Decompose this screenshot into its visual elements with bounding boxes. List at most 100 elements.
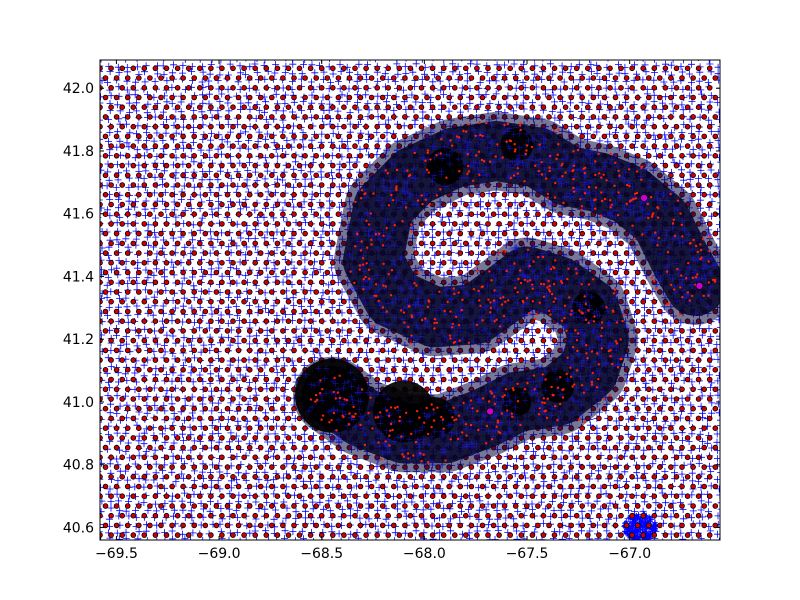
grid-point xyxy=(529,104,536,110)
cloud-point xyxy=(375,294,378,298)
grid-point xyxy=(679,366,685,373)
cloud-point xyxy=(591,371,594,375)
cloud-point xyxy=(403,321,406,324)
cloud-point xyxy=(583,420,586,424)
cloud-point xyxy=(475,323,479,326)
grid-point xyxy=(268,172,275,179)
grid-point xyxy=(651,376,658,383)
grid-point xyxy=(202,425,209,432)
cloud-point xyxy=(632,197,636,201)
cloud-point xyxy=(544,378,547,381)
grid-point xyxy=(302,308,308,315)
grid-point xyxy=(640,473,646,480)
grid-point xyxy=(313,153,320,159)
cloud-point xyxy=(676,199,680,202)
grid-point xyxy=(379,94,386,101)
grid-point xyxy=(557,503,563,509)
grid-point xyxy=(612,425,619,432)
grid-point xyxy=(313,133,320,140)
grid-point xyxy=(169,133,175,140)
grid-point xyxy=(352,337,358,344)
grid-point xyxy=(407,512,414,519)
cloud-point xyxy=(613,288,617,291)
grid-point xyxy=(346,75,353,81)
grid-point xyxy=(141,357,148,363)
grid-point xyxy=(280,75,286,81)
grid-point xyxy=(418,65,425,72)
grid-point xyxy=(219,182,225,188)
grid-point xyxy=(119,123,125,130)
grid-point xyxy=(313,347,320,354)
grid-point xyxy=(318,298,325,305)
y-tick-label: 42.0 xyxy=(63,81,94,97)
grid-point xyxy=(291,75,297,81)
grid-point xyxy=(169,405,175,412)
grid-point xyxy=(263,532,270,538)
cloud-point xyxy=(499,297,502,300)
grid-point xyxy=(241,396,247,402)
cloud-point xyxy=(387,273,390,276)
grid-point xyxy=(185,279,192,286)
grid-point xyxy=(418,473,425,480)
grid-point xyxy=(263,337,270,344)
grid-point xyxy=(474,473,480,480)
grid-point xyxy=(446,522,453,529)
grid-point xyxy=(102,289,109,295)
grid-point xyxy=(634,405,641,412)
cloud-point xyxy=(472,179,475,182)
grid-point xyxy=(318,123,325,130)
grid-point xyxy=(601,133,608,140)
grid-point xyxy=(285,435,292,441)
grid-point xyxy=(136,230,142,237)
grid-point xyxy=(147,425,153,432)
grid-point xyxy=(246,133,253,140)
cloud-point xyxy=(388,444,391,447)
cloud-point xyxy=(688,299,691,302)
grid-point xyxy=(313,289,320,295)
grid-point xyxy=(108,396,114,402)
grid-point xyxy=(202,347,209,354)
grid-point xyxy=(274,415,281,422)
grid-point xyxy=(163,65,170,72)
grid-point xyxy=(684,473,691,480)
grid-point xyxy=(579,75,585,81)
grid-point xyxy=(100,143,103,149)
cloud-point xyxy=(496,419,499,422)
grid-point xyxy=(695,162,702,169)
grid-point xyxy=(136,75,142,81)
grid-point xyxy=(590,522,597,529)
grid-point xyxy=(618,396,624,402)
grid-point xyxy=(418,512,425,519)
cloud-point xyxy=(388,434,391,437)
grid-point xyxy=(130,85,137,91)
grid-point xyxy=(197,240,203,247)
grid-point xyxy=(474,357,480,363)
grid-point xyxy=(562,473,569,480)
grid-point xyxy=(673,123,680,130)
grid-point xyxy=(213,153,220,159)
cloud-point xyxy=(476,409,479,413)
grid-point xyxy=(136,405,142,412)
grid-point xyxy=(280,172,286,179)
grid-point xyxy=(695,493,702,500)
grid-point xyxy=(640,435,646,441)
grid-point xyxy=(601,483,608,490)
grid-point xyxy=(329,143,336,149)
cloud-point xyxy=(360,181,363,185)
grid-point xyxy=(219,435,225,441)
grid-point xyxy=(191,366,198,373)
grid-point xyxy=(202,250,209,256)
grid-point xyxy=(413,366,419,373)
grid-point xyxy=(479,75,486,81)
grid-point xyxy=(490,230,497,237)
grid-point xyxy=(313,211,320,218)
grid-point xyxy=(507,454,514,461)
grid-point xyxy=(695,337,702,344)
cloud-point xyxy=(562,201,565,205)
grid-point xyxy=(324,444,331,451)
cloud-point xyxy=(461,431,464,434)
grid-point xyxy=(136,308,142,315)
grid-point xyxy=(296,162,303,169)
grid-point xyxy=(573,532,580,538)
grid-point xyxy=(656,425,663,432)
